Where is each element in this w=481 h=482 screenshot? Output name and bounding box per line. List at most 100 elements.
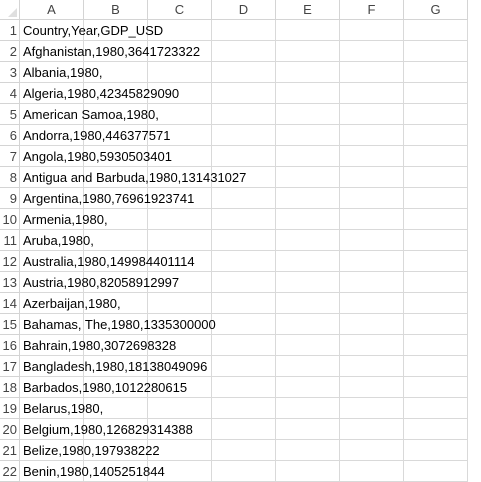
- cell-g15[interactable]: [404, 314, 468, 335]
- cell-c5[interactable]: [148, 104, 212, 125]
- cell-a7[interactable]: [20, 146, 84, 167]
- cell-f14[interactable]: [340, 293, 404, 314]
- cell-f3[interactable]: [340, 62, 404, 83]
- cell-b17[interactable]: [84, 356, 148, 377]
- cell-g9[interactable]: [404, 188, 468, 209]
- cell-d17[interactable]: [212, 356, 276, 377]
- cell-b14[interactable]: [84, 293, 148, 314]
- cell-b6[interactable]: [84, 125, 148, 146]
- cell-a15[interactable]: [20, 314, 84, 335]
- row-header[interactable]: 15: [0, 314, 20, 335]
- cell-g5[interactable]: [404, 104, 468, 125]
- cell-b10[interactable]: [84, 209, 148, 230]
- cell-c21[interactable]: [148, 440, 212, 461]
- cell-f18[interactable]: [340, 377, 404, 398]
- cell-c12[interactable]: [148, 251, 212, 272]
- cell-e2[interactable]: [276, 41, 340, 62]
- cell-c1[interactable]: [148, 20, 212, 41]
- row-header[interactable]: 16: [0, 335, 20, 356]
- cell-e5[interactable]: [276, 104, 340, 125]
- cell-d3[interactable]: [212, 62, 276, 83]
- cell-g1[interactable]: [404, 20, 468, 41]
- cell-a12[interactable]: [20, 251, 84, 272]
- cell-c6[interactable]: [148, 125, 212, 146]
- cell-c8[interactable]: [148, 167, 212, 188]
- cell-d11[interactable]: [212, 230, 276, 251]
- cell-f19[interactable]: [340, 398, 404, 419]
- cell-d12[interactable]: [212, 251, 276, 272]
- column-header-b[interactable]: B: [84, 0, 148, 20]
- cell-e7[interactable]: [276, 146, 340, 167]
- column-header-d[interactable]: D: [212, 0, 276, 20]
- cell-g4[interactable]: [404, 83, 468, 104]
- cell-e1[interactable]: [276, 20, 340, 41]
- cell-g16[interactable]: [404, 335, 468, 356]
- cell-f22[interactable]: [340, 461, 404, 482]
- cell-b16[interactable]: [84, 335, 148, 356]
- cell-d10[interactable]: [212, 209, 276, 230]
- cell-c3[interactable]: [148, 62, 212, 83]
- cell-a6[interactable]: [20, 125, 84, 146]
- row-header[interactable]: 9: [0, 188, 20, 209]
- row-header[interactable]: 17: [0, 356, 20, 377]
- column-header-e[interactable]: E: [276, 0, 340, 20]
- cell-c13[interactable]: [148, 272, 212, 293]
- cell-e19[interactable]: [276, 398, 340, 419]
- cell-f7[interactable]: [340, 146, 404, 167]
- cell-c4[interactable]: [148, 83, 212, 104]
- cell-b2[interactable]: [84, 41, 148, 62]
- cell-b8[interactable]: [84, 167, 148, 188]
- row-header[interactable]: 20: [0, 419, 20, 440]
- cell-a10[interactable]: [20, 209, 84, 230]
- cell-e11[interactable]: [276, 230, 340, 251]
- cell-e15[interactable]: [276, 314, 340, 335]
- row-header[interactable]: 14: [0, 293, 20, 314]
- cell-e18[interactable]: [276, 377, 340, 398]
- cell-d18[interactable]: [212, 377, 276, 398]
- cell-d7[interactable]: [212, 146, 276, 167]
- cell-f2[interactable]: [340, 41, 404, 62]
- row-header[interactable]: 6: [0, 125, 20, 146]
- cell-b4[interactable]: [84, 83, 148, 104]
- cell-a16[interactable]: [20, 335, 84, 356]
- cell-e9[interactable]: [276, 188, 340, 209]
- cell-d16[interactable]: [212, 335, 276, 356]
- cell-g13[interactable]: [404, 272, 468, 293]
- cell-e20[interactable]: [276, 419, 340, 440]
- cell-g3[interactable]: [404, 62, 468, 83]
- cell-c11[interactable]: [148, 230, 212, 251]
- cell-g14[interactable]: [404, 293, 468, 314]
- cell-g12[interactable]: [404, 251, 468, 272]
- cell-f9[interactable]: [340, 188, 404, 209]
- cell-d1[interactable]: [212, 20, 276, 41]
- cell-c15[interactable]: [148, 314, 212, 335]
- cell-c19[interactable]: [148, 398, 212, 419]
- cell-g7[interactable]: [404, 146, 468, 167]
- cell-a3[interactable]: [20, 62, 84, 83]
- cell-d14[interactable]: [212, 293, 276, 314]
- cell-a18[interactable]: [20, 377, 84, 398]
- row-header[interactable]: 18: [0, 377, 20, 398]
- cell-a9[interactable]: [20, 188, 84, 209]
- cell-a8[interactable]: [20, 167, 84, 188]
- row-header[interactable]: 11: [0, 230, 20, 251]
- cell-b9[interactable]: [84, 188, 148, 209]
- cell-a20[interactable]: [20, 419, 84, 440]
- cell-f12[interactable]: [340, 251, 404, 272]
- cell-c9[interactable]: [148, 188, 212, 209]
- row-header[interactable]: 2: [0, 41, 20, 62]
- row-header[interactable]: 21: [0, 440, 20, 461]
- row-header[interactable]: 12: [0, 251, 20, 272]
- cell-b11[interactable]: [84, 230, 148, 251]
- cell-e10[interactable]: [276, 209, 340, 230]
- cell-f4[interactable]: [340, 83, 404, 104]
- cell-d13[interactable]: [212, 272, 276, 293]
- cell-f5[interactable]: [340, 104, 404, 125]
- cell-e14[interactable]: [276, 293, 340, 314]
- cell-b19[interactable]: [84, 398, 148, 419]
- row-header[interactable]: 10: [0, 209, 20, 230]
- cell-c18[interactable]: [148, 377, 212, 398]
- cell-f15[interactable]: [340, 314, 404, 335]
- cell-c10[interactable]: [148, 209, 212, 230]
- cell-e6[interactable]: [276, 125, 340, 146]
